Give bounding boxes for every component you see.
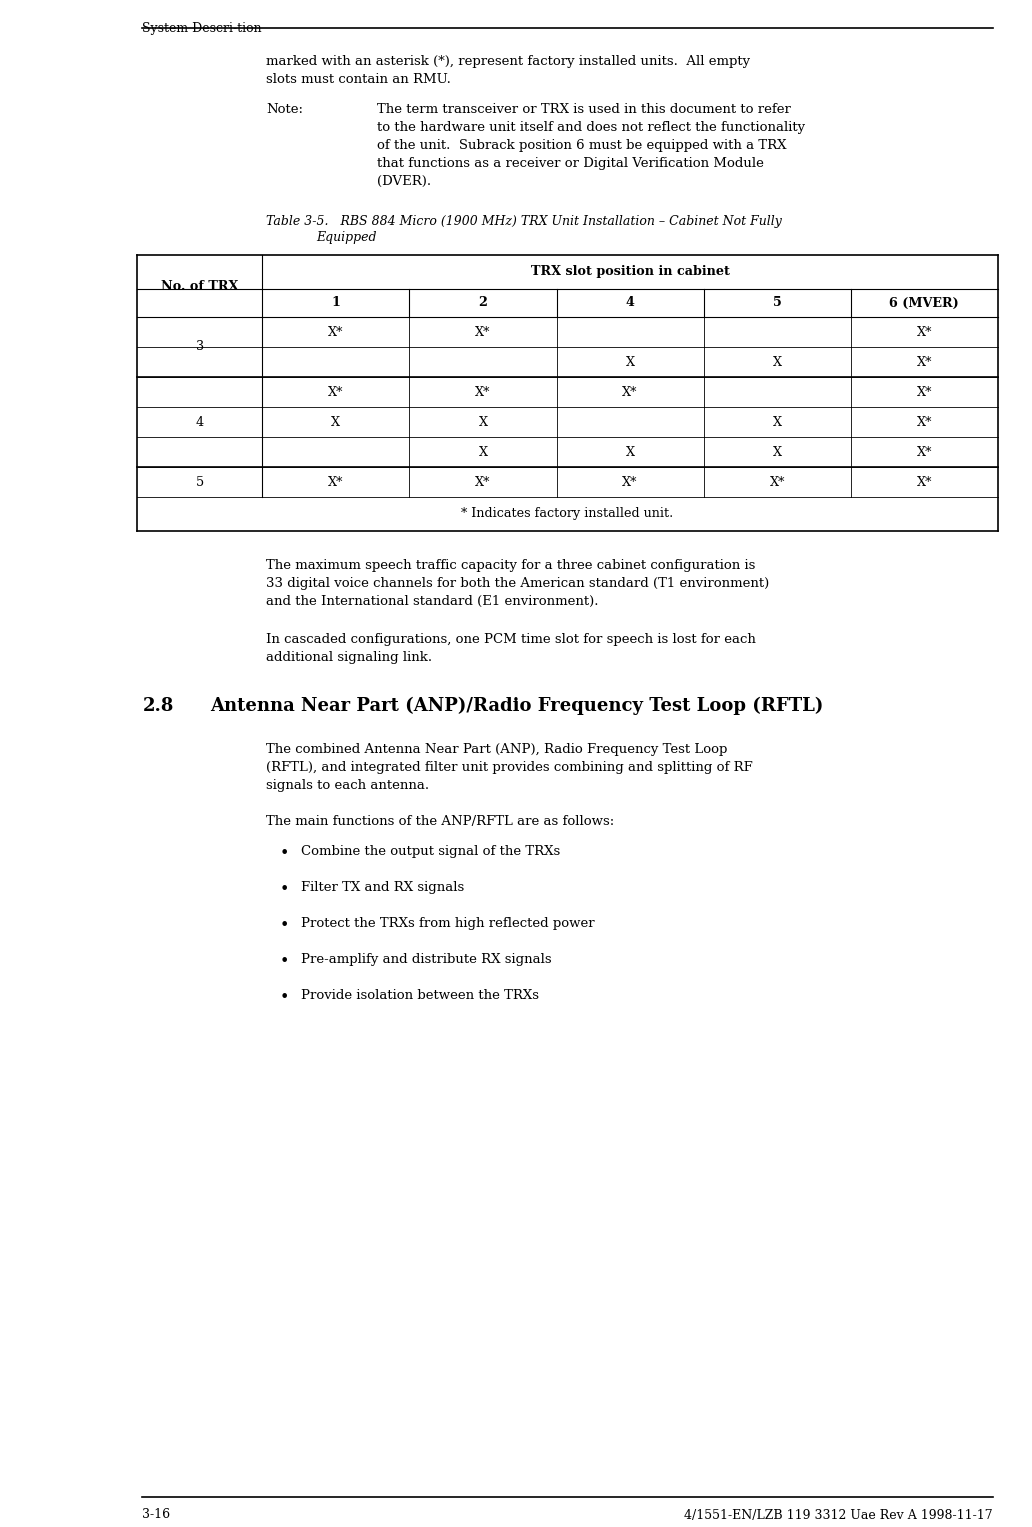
Text: X: X (625, 356, 635, 368)
Text: The term transceiver or TRX is used in this document to refer: The term transceiver or TRX is used in t… (377, 102, 791, 116)
Text: 3: 3 (196, 341, 204, 353)
Text: Provide isolation between the TRXs: Provide isolation between the TRXs (301, 989, 540, 1002)
Text: to the hardware unit itself and does not reflect the functionality: to the hardware unit itself and does not… (377, 121, 805, 134)
Text: X*: X* (770, 475, 785, 489)
Text: X*: X* (476, 385, 490, 399)
Text: marked with an asterisk (*), represent factory installed units.  All empty: marked with an asterisk (*), represent f… (266, 55, 750, 69)
Text: Combine the output signal of the TRXs: Combine the output signal of the TRXs (301, 844, 560, 858)
Text: signals to each antenna.: signals to each antenna. (266, 779, 429, 793)
Text: (RFTL), and integrated filter unit provides combining and splitting of RF: (RFTL), and integrated filter unit provi… (266, 760, 753, 774)
Text: Note:: Note: (266, 102, 303, 116)
Text: The main functions of the ANP/RFTL are as follows:: The main functions of the ANP/RFTL are a… (266, 815, 614, 828)
Text: X: X (479, 446, 487, 458)
Text: The maximum speech traffic capacity for a three cabinet configuration is: The maximum speech traffic capacity for … (266, 559, 755, 573)
Text: 3-16: 3-16 (142, 1509, 170, 1521)
Text: X*: X* (916, 325, 932, 339)
Text: Protect the TRXs from high reflected power: Protect the TRXs from high reflected pow… (301, 918, 594, 930)
Text: X*: X* (476, 475, 490, 489)
Text: TRX slot position in cabinet: TRX slot position in cabinet (530, 266, 730, 278)
Text: X*: X* (622, 385, 638, 399)
Text: 4: 4 (625, 296, 635, 310)
Text: •: • (280, 844, 289, 863)
Text: Equipped: Equipped (316, 231, 377, 244)
Text: •: • (280, 881, 289, 898)
Text: that functions as a receiver or Digital Verification Module: that functions as a receiver or Digital … (377, 157, 764, 169)
Text: X*: X* (916, 385, 932, 399)
Text: additional signaling link.: additional signaling link. (266, 651, 432, 664)
Text: X: X (773, 446, 781, 458)
Text: X: X (479, 415, 487, 429)
Text: X*: X* (916, 475, 932, 489)
Text: 1: 1 (331, 296, 341, 310)
Text: (DVER).: (DVER). (377, 176, 430, 188)
Text: X*: X* (916, 415, 932, 429)
Text: X*: X* (476, 325, 490, 339)
Text: 33 digital voice channels for both the American standard (T1 environment): 33 digital voice channels for both the A… (266, 577, 770, 589)
Text: 5: 5 (196, 475, 204, 489)
Text: The combined Antenna Near Part (ANP), Radio Frequency Test Loop: The combined Antenna Near Part (ANP), Ra… (266, 744, 728, 756)
Text: Pre-amplify and distribute RX signals: Pre-amplify and distribute RX signals (301, 953, 552, 967)
Text: 4: 4 (196, 415, 204, 429)
Text: X*: X* (916, 356, 932, 368)
Text: •: • (280, 989, 289, 1006)
Text: of the unit.  Subrack position 6 must be equipped with a TRX: of the unit. Subrack position 6 must be … (377, 139, 786, 153)
Text: X*: X* (622, 475, 638, 489)
Text: X*: X* (328, 325, 344, 339)
Text: •: • (280, 918, 289, 935)
Text: X: X (773, 356, 781, 368)
Text: X*: X* (328, 475, 344, 489)
Text: 6 (MVER): 6 (MVER) (890, 296, 959, 310)
Text: No. of TRX: No. of TRX (161, 279, 238, 293)
Text: 2.8: 2.8 (142, 696, 173, 715)
Text: and the International standard (E1 environment).: and the International standard (E1 envir… (266, 596, 599, 608)
Text: In cascaded configurations, one PCM time slot for speech is lost for each: In cascaded configurations, one PCM time… (266, 634, 756, 646)
Text: * Indicates factory installed unit.: * Indicates factory installed unit. (461, 507, 674, 521)
Text: X: X (625, 446, 635, 458)
Text: X: X (773, 415, 781, 429)
Text: System Descri­tion: System Descri­tion (142, 21, 262, 35)
Text: 5: 5 (773, 296, 781, 310)
Text: Antenna Near Part (ANP)/Radio Frequency Test Loop (RFTL): Antenna Near Part (ANP)/Radio Frequency … (211, 696, 824, 715)
Text: 4/1551-EN/LZB 119 3312 Uae Rev A 1998-11-17: 4/1551-EN/LZB 119 3312 Uae Rev A 1998-11… (684, 1509, 993, 1521)
Text: •: • (280, 953, 289, 970)
Text: slots must contain an RMU.: slots must contain an RMU. (266, 73, 451, 86)
Text: X*: X* (916, 446, 932, 458)
Text: X: X (331, 415, 341, 429)
Text: X*: X* (328, 385, 344, 399)
Text: Table 3-5.   RBS 884 Micro (1900 MHz) TRX Unit Installation – Cabinet Not Fully: Table 3-5. RBS 884 Micro (1900 MHz) TRX … (266, 215, 782, 228)
Text: Filter TX and RX signals: Filter TX and RX signals (301, 881, 464, 893)
Text: 2: 2 (479, 296, 487, 310)
